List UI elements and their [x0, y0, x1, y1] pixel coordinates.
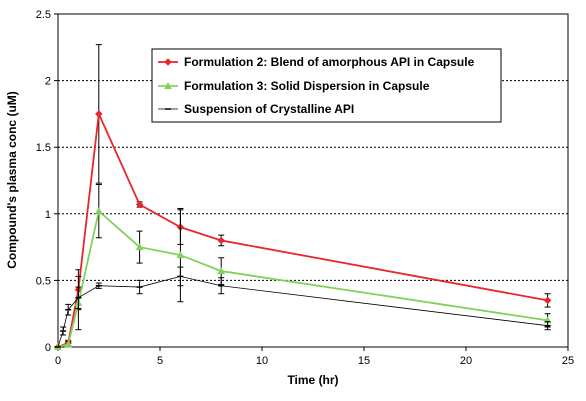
- y-tick-label: 0: [45, 342, 51, 354]
- series-2: [54, 183, 552, 350]
- data-point: [135, 200, 144, 209]
- series-3: [55, 266, 551, 348]
- data-point: [94, 207, 103, 215]
- data-point: [543, 296, 552, 305]
- data-point: [176, 251, 185, 259]
- legend-swatch-marker: [164, 81, 172, 89]
- x-tick-label: 5: [157, 355, 163, 367]
- data-point: [217, 236, 225, 245]
- x-tick-label: 20: [460, 355, 472, 367]
- x-tick-label: 25: [562, 355, 574, 367]
- y-tick-label: 0.5: [36, 275, 51, 287]
- data-point: [135, 243, 144, 251]
- series-line: [57, 110, 548, 348]
- legend-swatch-marker: [164, 58, 172, 66]
- axis-ticks: 0 0.5 1 1.5 2 2.5 0 5 10 15 20 25: [36, 9, 574, 367]
- data-point: [217, 267, 226, 275]
- legend: Formulation 2: Blend of amorphous API in…: [151, 48, 502, 123]
- x-axis-title: Time (hr): [287, 373, 338, 387]
- data-point: [95, 110, 103, 118]
- data-point: [64, 340, 73, 348]
- y-tick-label: 1.5: [36, 142, 51, 154]
- y-tick-label: 2.5: [36, 9, 51, 21]
- series-layer: [54, 44, 552, 351]
- y-axis-title: Compound's plasma conc (uM): [5, 91, 19, 269]
- plot-area: [57, 13, 569, 348]
- y-tick-label: 2: [45, 76, 51, 88]
- x-tick-label: 0: [55, 355, 61, 367]
- x-tick-label: 10: [256, 355, 268, 367]
- y-tick-label: 1: [45, 209, 51, 221]
- series-line: [57, 209, 548, 348]
- legend-box: [151, 48, 502, 123]
- x-tick-label: 15: [358, 355, 370, 367]
- legend-entry-label: Formulation 2: Blend of amorphous API in…: [184, 55, 475, 69]
- legend-entry-label: Formulation 3: Solid Dispersion in Capsu…: [184, 79, 430, 93]
- legend-entry-label: Suspension of Crystalline API: [184, 102, 354, 116]
